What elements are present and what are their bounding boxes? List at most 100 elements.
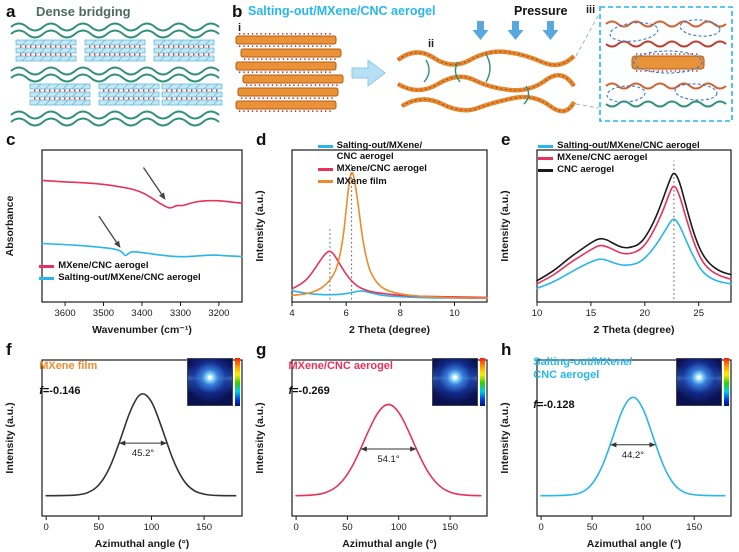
legend-item: MXene/CNC aerogel (538, 152, 700, 163)
plot-frame (41, 359, 243, 517)
legend-item: Salting-out/MXene/CNC aerogel (538, 140, 700, 151)
fwhm-arrowhead (119, 440, 126, 446)
x-tick-label: 100 (635, 522, 651, 533)
panel-c: c 3600 3500 3400 3300 3200 Wavenumber (cm⁻¹) A… (2, 130, 250, 336)
molecular-zoom-inset (599, 6, 733, 122)
x-tick-label: 150 (196, 522, 212, 533)
chart-annotation-text: MXene/CNC aerogel (288, 360, 393, 373)
mxene-platelet-stack-icon (16, 40, 214, 61)
chart-legend: MXene/CNC aerogel Salting-out/MXene/CNC a… (39, 260, 201, 284)
x-tick-label: 3400 (131, 308, 152, 319)
chart-svg: 0 50 100 150 45.2° Azimuthal angle (°) Intensi… (4, 359, 243, 550)
series-line (291, 290, 488, 300)
x-tick-label: 3500 (93, 308, 114, 319)
annotation-arrowhead (159, 192, 166, 200)
panel-letter-b: b (232, 2, 243, 21)
colorbar (235, 358, 240, 406)
x-tick-label: 0 (44, 522, 49, 533)
annotation-arrow (142, 167, 163, 195)
chart-ftir-absorbance: 3600 3500 3400 3300 3200 Wavenumber (cm⁻¹) Abs… (2, 136, 250, 336)
chart-annotation-text: f=-0.269 (288, 384, 330, 397)
legend-swatch (39, 276, 55, 280)
x-tick-label: 0 (293, 522, 298, 533)
x-tick-label: 4 (289, 308, 294, 319)
waxs-pattern-inset (676, 358, 729, 406)
legend-label: MXene/CNC aerogel (336, 163, 427, 175)
legend-swatch (538, 144, 554, 148)
diffraction-image (432, 358, 478, 406)
legend-label: Salting-out/MXene/CNC aerogel (557, 140, 700, 151)
x-tick-label: 10 (449, 308, 460, 319)
x-axis-label: Wavenumber (cm⁻¹) (92, 324, 192, 336)
series-line (536, 218, 732, 290)
hydrogen-bond-ellipse-icon (606, 19, 721, 103)
legend-item: MXene/CNC aerogel (317, 163, 427, 175)
plot-frame (536, 149, 732, 303)
aerogel-compression-schematic (235, 6, 733, 122)
series-line (536, 185, 732, 285)
chart-svg: 4 6 8 10 2 Theta (degree) Intensity (a.u.) (254, 149, 488, 336)
waxs-pattern-inset (187, 358, 240, 406)
series-line (45, 393, 237, 497)
x-axis-label: Azimuthal angle (°) (342, 538, 437, 550)
plot-frame (536, 359, 732, 517)
mxene-platelet-stack-icon (30, 84, 222, 105)
y-axis-label: Intensity (a.u.) (254, 402, 266, 473)
fwhm-arrowhead (360, 446, 367, 452)
transition-arrow-icon (351, 58, 386, 88)
panel-h: h 0 50 100 150 44.2° Azimuthal angle (°) Inten… (497, 340, 739, 550)
series-line (540, 396, 726, 497)
panel-e: e 10 15 20 25 2 Theta (degree) Intensity (a.u… (497, 130, 739, 336)
legend-swatch (317, 144, 333, 148)
y-axis-label: Intensity (a.u.) (499, 402, 511, 473)
polymer-chain-icon (10, 66, 220, 83)
chart-svg: 3600 3500 3400 3300 3200 Wavenumber (cm⁻¹) Abs… (4, 149, 243, 336)
y-axis-label: Intensity (a.u.) (499, 190, 511, 261)
colorbar (724, 358, 729, 406)
chart-azimuthal-mxene-cnc: 0 50 100 150 54.1° Azimuthal angle (°) Intensi… (252, 346, 495, 550)
stage-label-ii: ii (428, 38, 435, 50)
x-axis-label: 2 Theta (degree) (349, 324, 430, 336)
chart-xrd-wide-angle: 10 15 20 25 2 Theta (degree) Intensity (a.u.)… (497, 136, 739, 336)
x-tick-label: 50 (94, 522, 105, 533)
x-tick-label: 10 (532, 308, 543, 319)
chart-legend: Salting-out/MXene/CNC aerogel MXene/CNC a… (317, 140, 427, 188)
x-tick-label: 3200 (208, 308, 229, 319)
series-line (41, 179, 243, 209)
zoom-leader-line (575, 13, 600, 57)
diffraction-image (676, 358, 722, 406)
legend-label: MXene/CNC aerogel (557, 152, 648, 164)
polymer-chain-icon (10, 22, 220, 39)
fwhm-arrowhead (610, 442, 617, 448)
x-axis-label: 2 Theta (degree) (593, 324, 674, 336)
legend-label: MXene/CNC aerogel (58, 260, 149, 271)
panel-f: f 0 50 100 150 45.2° Azimuthal angle (°) Inten… (2, 340, 250, 550)
panel-a: a Dense bridging (2, 2, 228, 128)
x-axis-label: Azimuthal angle (°) (587, 538, 682, 550)
chart-xrd-low-angle: 4 6 8 10 2 Theta (degree) Intensity (a.u.) Sal… (252, 136, 495, 336)
x-tick-label: 50 (587, 522, 598, 533)
pressure-label: Pressure (514, 4, 568, 18)
series-line (295, 403, 482, 497)
y-axis-label: Intensity (a.u.) (4, 402, 16, 473)
y-axis-label: Absorbance (4, 196, 16, 257)
polymer-chain-icon (10, 110, 220, 127)
legend-label: Salting-out/MXene/CNC aerogel (336, 140, 423, 163)
x-tick-label: 150 (686, 522, 702, 533)
x-tick-label: 3600 (55, 308, 76, 319)
fwhm-label: 54.1° (377, 454, 399, 465)
panel-letter-a: a (6, 2, 16, 21)
x-tick-label: 150 (442, 522, 458, 533)
legend-item: Salting-out/MXene/CNC aerogel (317, 140, 427, 163)
chart-azimuthal-salting-out: 0 50 100 150 44.2° Azimuthal angle (°) Intensi… (497, 346, 739, 550)
diffraction-image (187, 358, 233, 406)
fwhm-arrowhead (160, 440, 167, 446)
plot-frame (291, 149, 488, 303)
x-tick-label: 100 (144, 522, 160, 533)
chart-annotation-text: f=-0.128 (533, 399, 575, 412)
x-tick-label: 25 (693, 308, 704, 319)
panel-letter-h: h (501, 340, 512, 359)
x-tick-label: 100 (391, 522, 407, 533)
series-line (291, 171, 488, 299)
